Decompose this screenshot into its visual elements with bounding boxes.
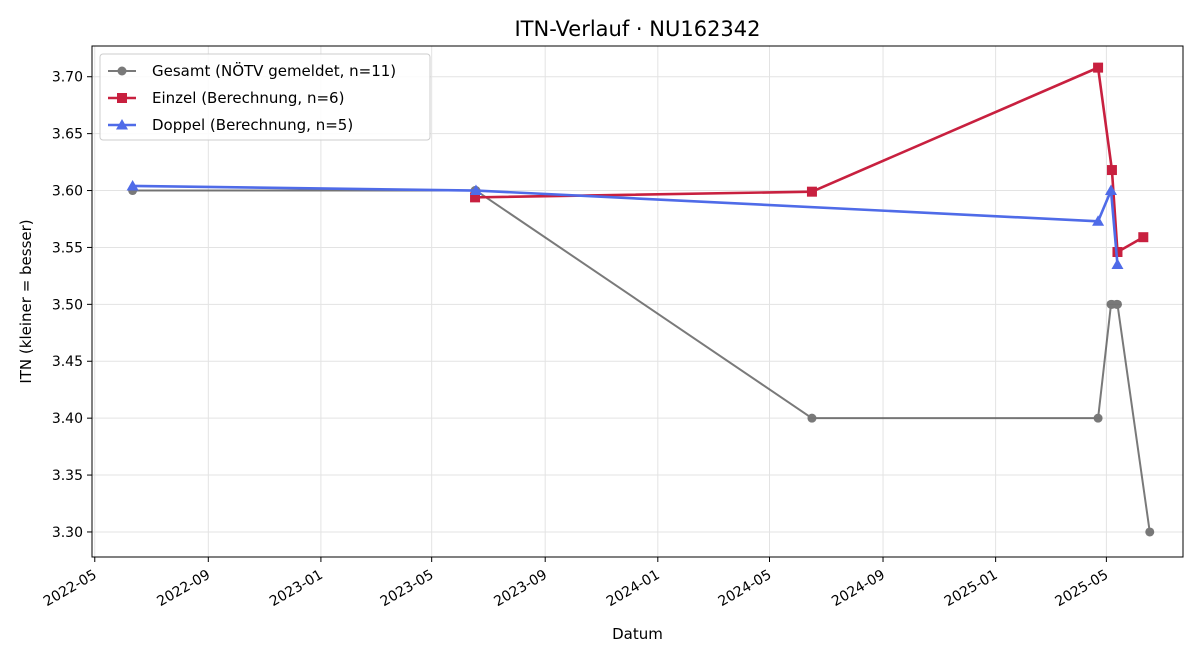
y-axis-title: ITN (kleiner = besser) — [17, 219, 35, 383]
legend-box — [99, 53, 431, 141]
x-tick-label: 2024-09 — [829, 567, 888, 610]
y-tick-label: 3.40 — [52, 411, 83, 427]
legend-swatch-marker — [116, 119, 128, 130]
legend-item — [108, 119, 136, 130]
data-point — [1112, 299, 1122, 309]
series-3 — [126, 179, 1124, 270]
y-tick-label: 3.30 — [52, 525, 83, 541]
legend-item — [108, 66, 136, 76]
data-point — [1145, 527, 1155, 537]
series-2 — [470, 62, 1149, 257]
data-point — [469, 184, 482, 196]
chart-title: ITN-Verlauf · NU162342 — [514, 17, 760, 41]
data-point — [1093, 413, 1103, 423]
legend-swatch-marker — [117, 93, 127, 103]
x-tick-label: 2023-01 — [267, 567, 326, 610]
data-point — [126, 179, 139, 191]
legend-label: Einzel (Berechnung, n=6) — [152, 89, 344, 107]
x-tick-label: 2025-01 — [942, 567, 1001, 610]
x-tick-label: 2023-05 — [378, 567, 437, 610]
legend-label: Gesamt (NÖTV gemeldet, n=11) — [152, 61, 396, 80]
data-point — [1111, 258, 1124, 270]
data-point — [806, 186, 817, 197]
data-point — [1138, 232, 1149, 243]
data-point — [1093, 62, 1104, 73]
x-tick-label: 2024-05 — [716, 567, 775, 610]
y-tick-label: 3.60 — [52, 184, 83, 200]
plot-frame — [91, 45, 1184, 558]
x-axis-title: Datum — [612, 625, 663, 643]
y-tick-label: 3.65 — [52, 127, 83, 143]
x-tick-label: 2024-01 — [604, 567, 663, 610]
axes: 2022-05 2022-09 2023-01 2023-05 2023-09 2024-… — [41, 70, 1111, 610]
y-tick-label: 3.70 — [52, 70, 83, 86]
legend-swatch-marker — [117, 66, 127, 76]
legend-item — [108, 93, 136, 103]
x-tick-label: 2025-05 — [1053, 567, 1112, 610]
x-tick-label: 2022-05 — [41, 567, 100, 610]
series-line — [475, 66, 1144, 254]
y-tick-label: 3.35 — [52, 468, 83, 484]
y-tick-label: 3.50 — [52, 297, 83, 313]
y-tick-label: 3.45 — [52, 354, 83, 370]
data-point — [1105, 184, 1118, 196]
x-tick-label: 2023-09 — [491, 567, 550, 610]
series-layer — [126, 62, 1155, 537]
data-point — [1106, 165, 1117, 176]
x-tick-label: 2022-09 — [154, 567, 213, 610]
y-tick-label: 3.55 — [52, 240, 83, 256]
legend-label: Doppel (Berechnung, n=5) — [152, 116, 353, 134]
data-point — [807, 413, 817, 423]
legend: Gesamt (NÖTV gemeldet, n=11) Einzel (Bere… — [99, 53, 431, 141]
data-point — [470, 192, 481, 203]
data-point — [1092, 215, 1105, 226]
series-line — [132, 184, 1119, 265]
